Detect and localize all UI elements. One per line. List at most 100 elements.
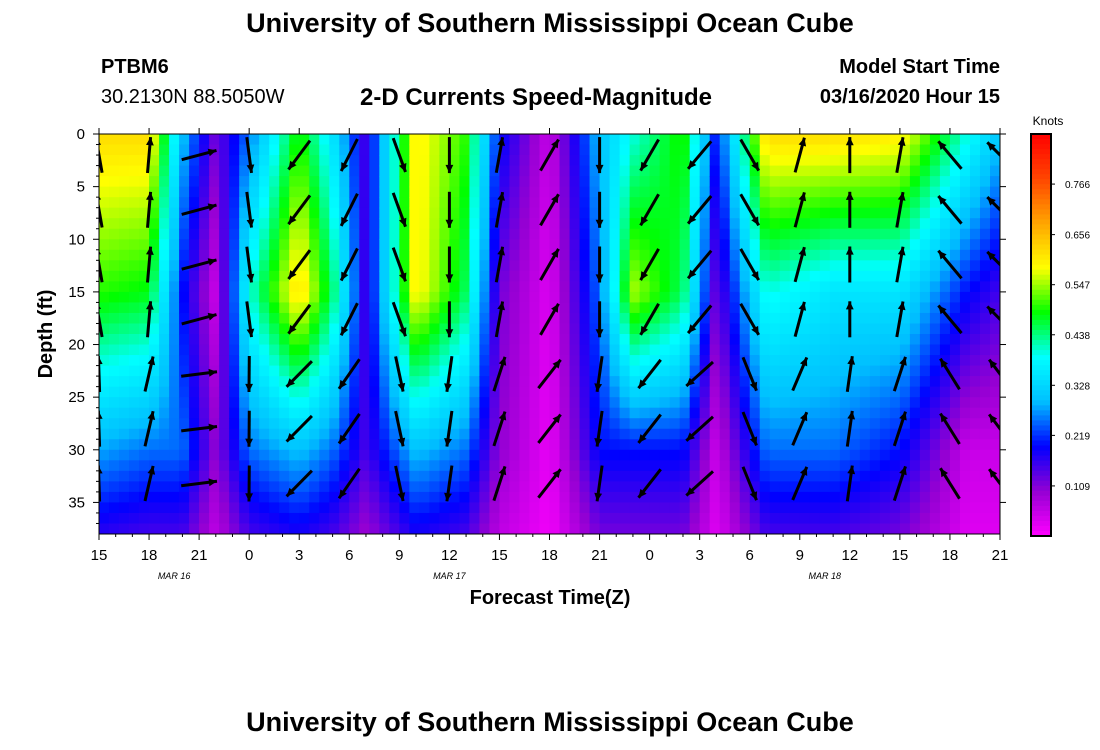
heatmap-cell bbox=[849, 439, 861, 451]
heatmap-cell bbox=[279, 218, 290, 230]
heatmap-cell bbox=[739, 365, 751, 377]
heatmap-cell bbox=[899, 239, 911, 251]
heatmap-cell bbox=[719, 176, 731, 188]
heatmap-cell bbox=[659, 386, 671, 398]
heatmap-cell bbox=[809, 323, 821, 335]
heatmap-cell bbox=[959, 228, 971, 240]
heatmap-cell bbox=[929, 270, 941, 282]
heatmap-cell bbox=[309, 491, 320, 504]
heatmap-cell bbox=[579, 449, 591, 461]
heatmap-cell bbox=[329, 491, 340, 504]
heatmap-cell bbox=[839, 239, 851, 251]
heatmap-cell bbox=[379, 281, 390, 293]
heatmap-cell bbox=[409, 449, 420, 461]
heatmap-cell bbox=[289, 302, 300, 314]
heatmap-cell bbox=[689, 312, 701, 325]
heatmap-cell bbox=[879, 334, 891, 346]
heatmap-cell bbox=[329, 344, 340, 356]
heatmap-cell bbox=[419, 239, 430, 251]
heatmap-cell bbox=[179, 449, 190, 461]
colorbar-segment bbox=[1031, 435, 1051, 442]
heatmap-cell bbox=[229, 376, 240, 388]
heatmap-cell bbox=[139, 291, 150, 304]
heatmap-cell bbox=[199, 218, 210, 230]
heatmap-cell bbox=[769, 207, 781, 219]
vector-head bbox=[897, 192, 906, 201]
heatmap-cell bbox=[679, 134, 691, 146]
colorbar-segment bbox=[1031, 490, 1051, 497]
heatmap-cell bbox=[299, 334, 310, 346]
heatmap-cell bbox=[699, 376, 711, 388]
heatmap-cell bbox=[989, 312, 1000, 325]
heatmap-cell bbox=[369, 270, 380, 282]
current-vector-arrow bbox=[391, 192, 407, 228]
heatmap-cell bbox=[129, 449, 140, 461]
heatmap-cell bbox=[259, 134, 270, 146]
heatmap-cell bbox=[779, 323, 791, 335]
heatmap-cell bbox=[619, 376, 631, 388]
heatmap-cell bbox=[839, 460, 851, 472]
current-vector-arrow bbox=[637, 468, 662, 499]
heatmap-cell bbox=[699, 355, 711, 367]
heatmap-cell bbox=[669, 176, 681, 188]
heatmap-cell bbox=[839, 355, 851, 367]
heatmap-cell bbox=[489, 260, 501, 272]
heatmap-cell bbox=[209, 386, 220, 398]
heatmap-cell bbox=[669, 144, 681, 156]
heatmap-cell bbox=[179, 270, 190, 282]
heatmap-cell bbox=[919, 460, 931, 472]
current-vector-arrow bbox=[245, 355, 253, 393]
heatmap-cell bbox=[609, 144, 621, 156]
heatmap-cell bbox=[119, 207, 130, 219]
heatmap-cell bbox=[229, 165, 240, 177]
heatmap-cell bbox=[549, 355, 561, 367]
heatmap-cell bbox=[889, 376, 901, 388]
heatmap-cell bbox=[989, 355, 1000, 367]
heatmap-cell bbox=[539, 302, 551, 314]
heatmap-cell bbox=[979, 460, 991, 472]
heatmap-cell bbox=[809, 439, 821, 451]
heatmap-cell bbox=[899, 439, 911, 451]
heatmap-cell bbox=[279, 323, 290, 335]
heatmap-cell bbox=[969, 302, 981, 314]
heatmap-cell bbox=[149, 134, 160, 146]
heatmap-cell bbox=[709, 186, 721, 198]
heatmap-cell bbox=[689, 197, 701, 209]
heatmap-cell bbox=[939, 502, 951, 514]
heatmap-cell bbox=[169, 218, 180, 230]
heatmap-cell bbox=[109, 376, 120, 388]
heatmap-cell bbox=[299, 365, 310, 377]
heatmap-cell bbox=[559, 165, 571, 177]
heatmap-cell bbox=[239, 491, 250, 504]
current-vector-arrow bbox=[845, 137, 854, 174]
heatmap-cell bbox=[109, 144, 120, 156]
heatmap-cell bbox=[909, 302, 921, 314]
heatmap-cell bbox=[919, 291, 931, 304]
heatmap-cell bbox=[839, 281, 851, 293]
heatmap-cell bbox=[709, 270, 721, 282]
heatmap-cell bbox=[839, 249, 851, 261]
heatmap-cell bbox=[739, 491, 751, 504]
heatmap-cell bbox=[489, 512, 501, 525]
heatmap-cell bbox=[719, 228, 731, 240]
heatmap-cell bbox=[389, 165, 400, 177]
heatmap-cell bbox=[939, 260, 951, 272]
heatmap-cell bbox=[489, 397, 501, 409]
heatmap-cell bbox=[859, 376, 871, 388]
heatmap-cell bbox=[559, 418, 571, 430]
heatmap-cell bbox=[389, 512, 400, 525]
vector-head bbox=[845, 191, 854, 200]
heatmap-cell bbox=[579, 134, 591, 146]
heatmap-cell bbox=[239, 481, 250, 493]
heatmap-cell bbox=[219, 407, 230, 419]
heatmap-cell bbox=[809, 218, 821, 230]
current-vector-arrow bbox=[492, 465, 507, 502]
heatmap-cell bbox=[259, 218, 270, 230]
heatmap-cell bbox=[739, 439, 751, 451]
heatmap-cell bbox=[979, 449, 991, 461]
heatmap-cell bbox=[659, 470, 671, 482]
heatmap-cell bbox=[549, 260, 561, 272]
heatmap-cell bbox=[129, 512, 140, 525]
heatmap-cell bbox=[639, 291, 651, 304]
heatmap-cell bbox=[229, 428, 240, 440]
